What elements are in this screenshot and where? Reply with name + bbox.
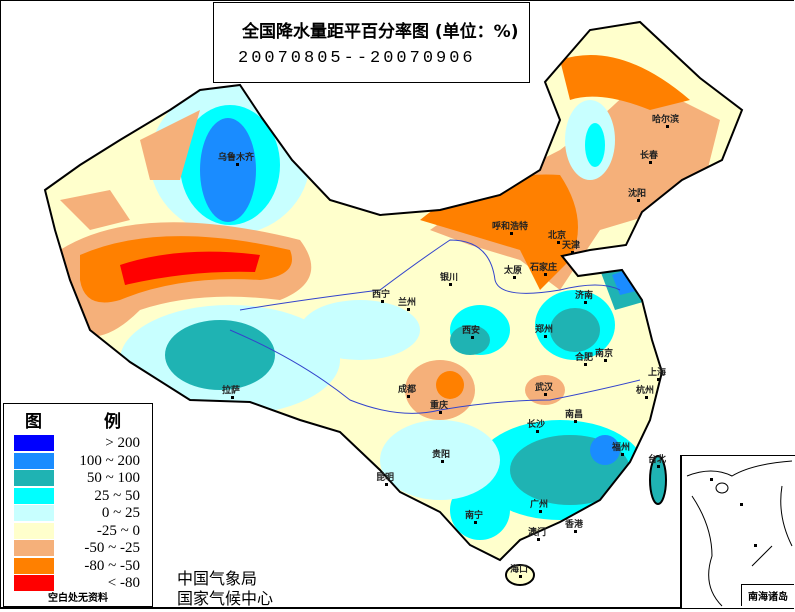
legend-label: -50 ~ -25 — [84, 540, 140, 556]
legend-label: -25 ~ 0 — [96, 522, 140, 539]
city-label: 石家庄 — [530, 260, 557, 276]
legend-item: 0 ~ 25 — [14, 505, 142, 522]
legend-swatch — [14, 540, 54, 556]
legend-swatch — [14, 505, 54, 521]
china-border — [43, 20, 744, 562]
legend-swatch — [14, 470, 54, 486]
city-label: 南宁 — [465, 508, 483, 524]
city-label: 武汉 — [535, 380, 553, 396]
legend-swatch — [14, 452, 54, 469]
city-label: 乌鲁木齐 — [218, 150, 254, 166]
city-label: 合肥 — [575, 350, 593, 366]
legend-label: < -80 — [107, 575, 140, 591]
legend-item: -25 ~ 0 — [14, 522, 142, 540]
yangtze-river — [229, 329, 641, 414]
legend-swatch — [14, 557, 54, 574]
legend-item: < -80 — [14, 575, 142, 592]
taiwan-island — [649, 455, 667, 505]
org-name-ncc: 国家气候中心 — [177, 589, 274, 608]
inset-label: 南海诸岛 — [741, 584, 794, 606]
org-name-cma: 中国气象局 — [177, 569, 258, 588]
legend-item: 50 ~ 100 — [14, 470, 142, 487]
south-china-sea-inset: 南海诸岛 — [680, 455, 795, 608]
legend-swatch — [14, 487, 54, 504]
city-label: 天津 — [562, 238, 580, 254]
city-label: 昆明 — [376, 470, 394, 486]
city-label: 台北 — [648, 452, 666, 468]
title-box: 全国降水量距平百分率图 (单位：%) 20070805--20070906 — [213, 2, 530, 83]
city-label: 郑州 — [535, 322, 553, 338]
city-label: 沈阳 — [628, 186, 646, 202]
legend-label: 25 ~ 50 — [94, 487, 140, 504]
legend-item: > 200 — [14, 435, 142, 452]
city-label: 西宁 — [372, 287, 390, 303]
city-label: 呼和浩特 — [492, 219, 528, 235]
city-label: 南京 — [595, 346, 613, 362]
date-range: 20070805--20070906 — [238, 49, 476, 68]
city-label: 西安 — [462, 323, 480, 339]
city-label: 福州 — [612, 440, 630, 456]
legend-item: -50 ~ -25 — [14, 540, 142, 557]
city-label: 银川 — [440, 270, 458, 286]
legend-label: -80 ~ -50 — [84, 557, 140, 574]
legend-label: > 200 — [105, 435, 140, 451]
city-label: 长春 — [640, 148, 658, 164]
city-label: 贵阳 — [432, 447, 450, 463]
legend-swatch — [14, 435, 54, 451]
legend-note: 空白处无资料 — [48, 593, 108, 604]
legend-swatch — [14, 522, 54, 539]
map-title: 全国降水量距平百分率图 (单位：%) — [242, 22, 519, 42]
legend-swatch — [14, 575, 54, 591]
city-label: 重庆 — [430, 398, 448, 414]
legend-label: 0 ~ 25 — [101, 505, 140, 521]
city-label: 香港 — [565, 517, 583, 533]
legend: 图 例 > 200 100 ~ 200 50 ~ 100 25 ~ 50 0 ~ 25-… — [3, 403, 153, 607]
city-label: 广州 — [530, 497, 548, 513]
legend-item: 25 ~ 50 — [14, 487, 142, 505]
city-label: 成都 — [398, 382, 416, 398]
city-label: 长沙 — [527, 417, 545, 433]
city-label: 太原 — [504, 263, 522, 279]
city-label: 济南 — [575, 288, 593, 304]
city-label: 哈尔滨 — [652, 112, 679, 128]
legend-item: -80 ~ -50 — [14, 557, 142, 575]
city-label: 杭州 — [636, 383, 654, 399]
legend-title: 图 例 — [25, 412, 149, 432]
inset-map — [686, 460, 793, 607]
city-label: 澳门 — [528, 525, 546, 541]
legend-item: 100 ~ 200 — [14, 452, 142, 470]
yellow-river — [239, 239, 621, 311]
legend-label: 100 ~ 200 — [79, 452, 140, 469]
legend-label: 50 ~ 100 — [86, 470, 140, 486]
city-label: 兰州 — [398, 295, 416, 311]
city-label: 拉萨 — [222, 383, 240, 399]
city-label: 北京 — [548, 228, 566, 244]
city-label: 南昌 — [565, 407, 583, 423]
city-label: 上海 — [648, 365, 666, 381]
city-label: 海口 — [510, 562, 528, 578]
